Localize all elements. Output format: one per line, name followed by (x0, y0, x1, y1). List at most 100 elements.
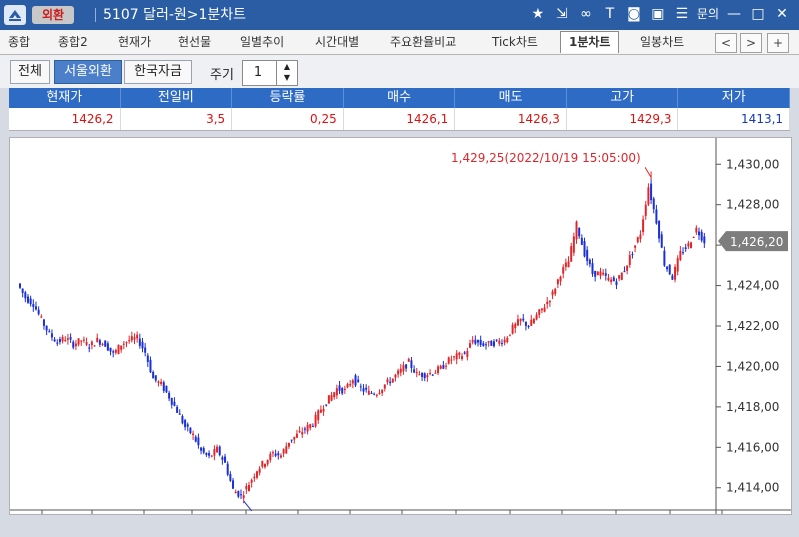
star-icon[interactable]: ★ (531, 6, 545, 22)
candle-body (295, 433, 298, 438)
candle-body (146, 355, 149, 362)
candle-body (66, 338, 69, 340)
candle-body (74, 343, 77, 347)
candle-body (554, 288, 557, 294)
candle-body (405, 364, 408, 369)
y-tick-label: 1,416,00 (726, 440, 779, 454)
candle-body (620, 272, 623, 280)
text-icon[interactable]: T (605, 6, 615, 22)
filter-bar: 전체 서울외환 한국자금 주기 1 ▲ ▼ (0, 55, 799, 88)
list-icon[interactable]: ☰ (675, 6, 689, 22)
filter-all[interactable]: 전체 (10, 60, 50, 84)
candle-body (330, 394, 333, 401)
tab-summary2[interactable]: 종합2 (58, 35, 88, 49)
candle-body (423, 373, 426, 379)
candle-body (642, 219, 645, 233)
candle-body (53, 339, 56, 342)
candle-body (431, 374, 434, 376)
candle-body (615, 281, 618, 285)
candle-body (658, 220, 661, 239)
candle-body (397, 370, 400, 375)
close-button[interactable]: ✕ (776, 6, 788, 22)
candle-body (338, 385, 341, 391)
candle-body (463, 352, 466, 354)
candle-body (29, 298, 32, 305)
candle-body (370, 392, 373, 394)
candle-body (88, 347, 91, 349)
candle-body (349, 384, 352, 386)
candle-body (532, 318, 535, 324)
tab-fx-compare[interactable]: 주요환율비교 (390, 35, 457, 49)
candle-body (82, 339, 85, 341)
candle-body (157, 381, 160, 383)
candle-body (628, 255, 631, 265)
candle-body (586, 249, 589, 261)
tab-prev-button[interactable]: < (715, 33, 737, 53)
tab-price[interactable]: 현재가 (118, 35, 152, 49)
lock-icon[interactable]: ◙ (627, 6, 641, 22)
candle-body (218, 446, 221, 456)
candle-body (335, 388, 338, 396)
export-icon[interactable]: ⇲ (556, 6, 568, 22)
quote-header-cell: 현재가 (9, 88, 121, 108)
tab-tick-chart[interactable]: Tick차트 (492, 35, 538, 49)
candle-body (266, 459, 269, 465)
candle-body (293, 436, 296, 440)
candle-body (101, 343, 104, 345)
candle-body (522, 318, 525, 321)
tab-next-button[interactable]: > (740, 33, 762, 53)
filter-seoul-fx[interactable]: 서울외환 (54, 60, 122, 84)
candle-body (543, 307, 546, 312)
tab-daily-trend[interactable]: 일별추이 (240, 35, 285, 49)
maximize-button[interactable]: □ (751, 6, 765, 22)
candle-body (311, 425, 314, 427)
candle-body (261, 461, 264, 467)
candle-body (170, 397, 173, 405)
candle-body (703, 236, 706, 244)
candle-body (189, 427, 192, 434)
candle-body (492, 341, 495, 347)
tab-1min-chart[interactable]: 1분차트 (560, 31, 620, 53)
candle-body (695, 227, 698, 233)
candle-body (679, 250, 682, 260)
candle-body (487, 341, 490, 343)
period-value[interactable]: 1 (253, 65, 263, 80)
candle-body (184, 420, 187, 428)
candle-body (226, 463, 229, 475)
current-price-value: 1426,2 (9, 108, 121, 130)
candle-body (181, 416, 184, 424)
help-button[interactable]: 문의 (696, 7, 719, 21)
price-chart[interactable]: 1,414,00 1,416,00 1,418,00 1,420,00 1,422,00… (9, 137, 792, 515)
candle-body (343, 388, 346, 390)
candle-body (391, 378, 394, 383)
tab-add-button[interactable]: + (767, 33, 789, 53)
minimize-button[interactable]: — (727, 6, 741, 22)
print-icon[interactable]: ▣ (651, 6, 665, 22)
candle-body (666, 266, 669, 270)
quote-values: 1426,2 3,5 0,25 1426,1 1426,3 1429,3 141… (9, 108, 791, 131)
candle-body (426, 375, 429, 378)
candle-body (575, 221, 578, 240)
candle-body (136, 334, 139, 339)
candle-body (506, 337, 509, 343)
period-stepper[interactable]: 1 ▲ ▼ (242, 60, 298, 86)
tab-spot-futures[interactable]: 현선물 (178, 35, 212, 49)
candle-body (551, 291, 554, 296)
candle-body (351, 380, 354, 384)
candle-body (325, 404, 328, 406)
tab-summary[interactable]: 종합 (8, 35, 31, 49)
period-spin-icon[interactable]: ▲ ▼ (276, 61, 297, 85)
candle-body (631, 253, 634, 255)
link-icon[interactable]: ∞ (580, 6, 592, 22)
candle-body (192, 433, 195, 436)
tab-hourly[interactable]: 시간대별 (315, 35, 360, 49)
candle-body (56, 342, 59, 344)
candle-body (72, 341, 75, 348)
candle-body (178, 413, 181, 415)
candle-body (250, 479, 253, 483)
candle-body (647, 187, 650, 205)
filter-korea-money[interactable]: 한국자금 (124, 60, 192, 84)
high-pointer (644, 167, 652, 178)
tab-daily-chart[interactable]: 일봉차트 (640, 35, 685, 49)
candle-body (109, 347, 112, 352)
